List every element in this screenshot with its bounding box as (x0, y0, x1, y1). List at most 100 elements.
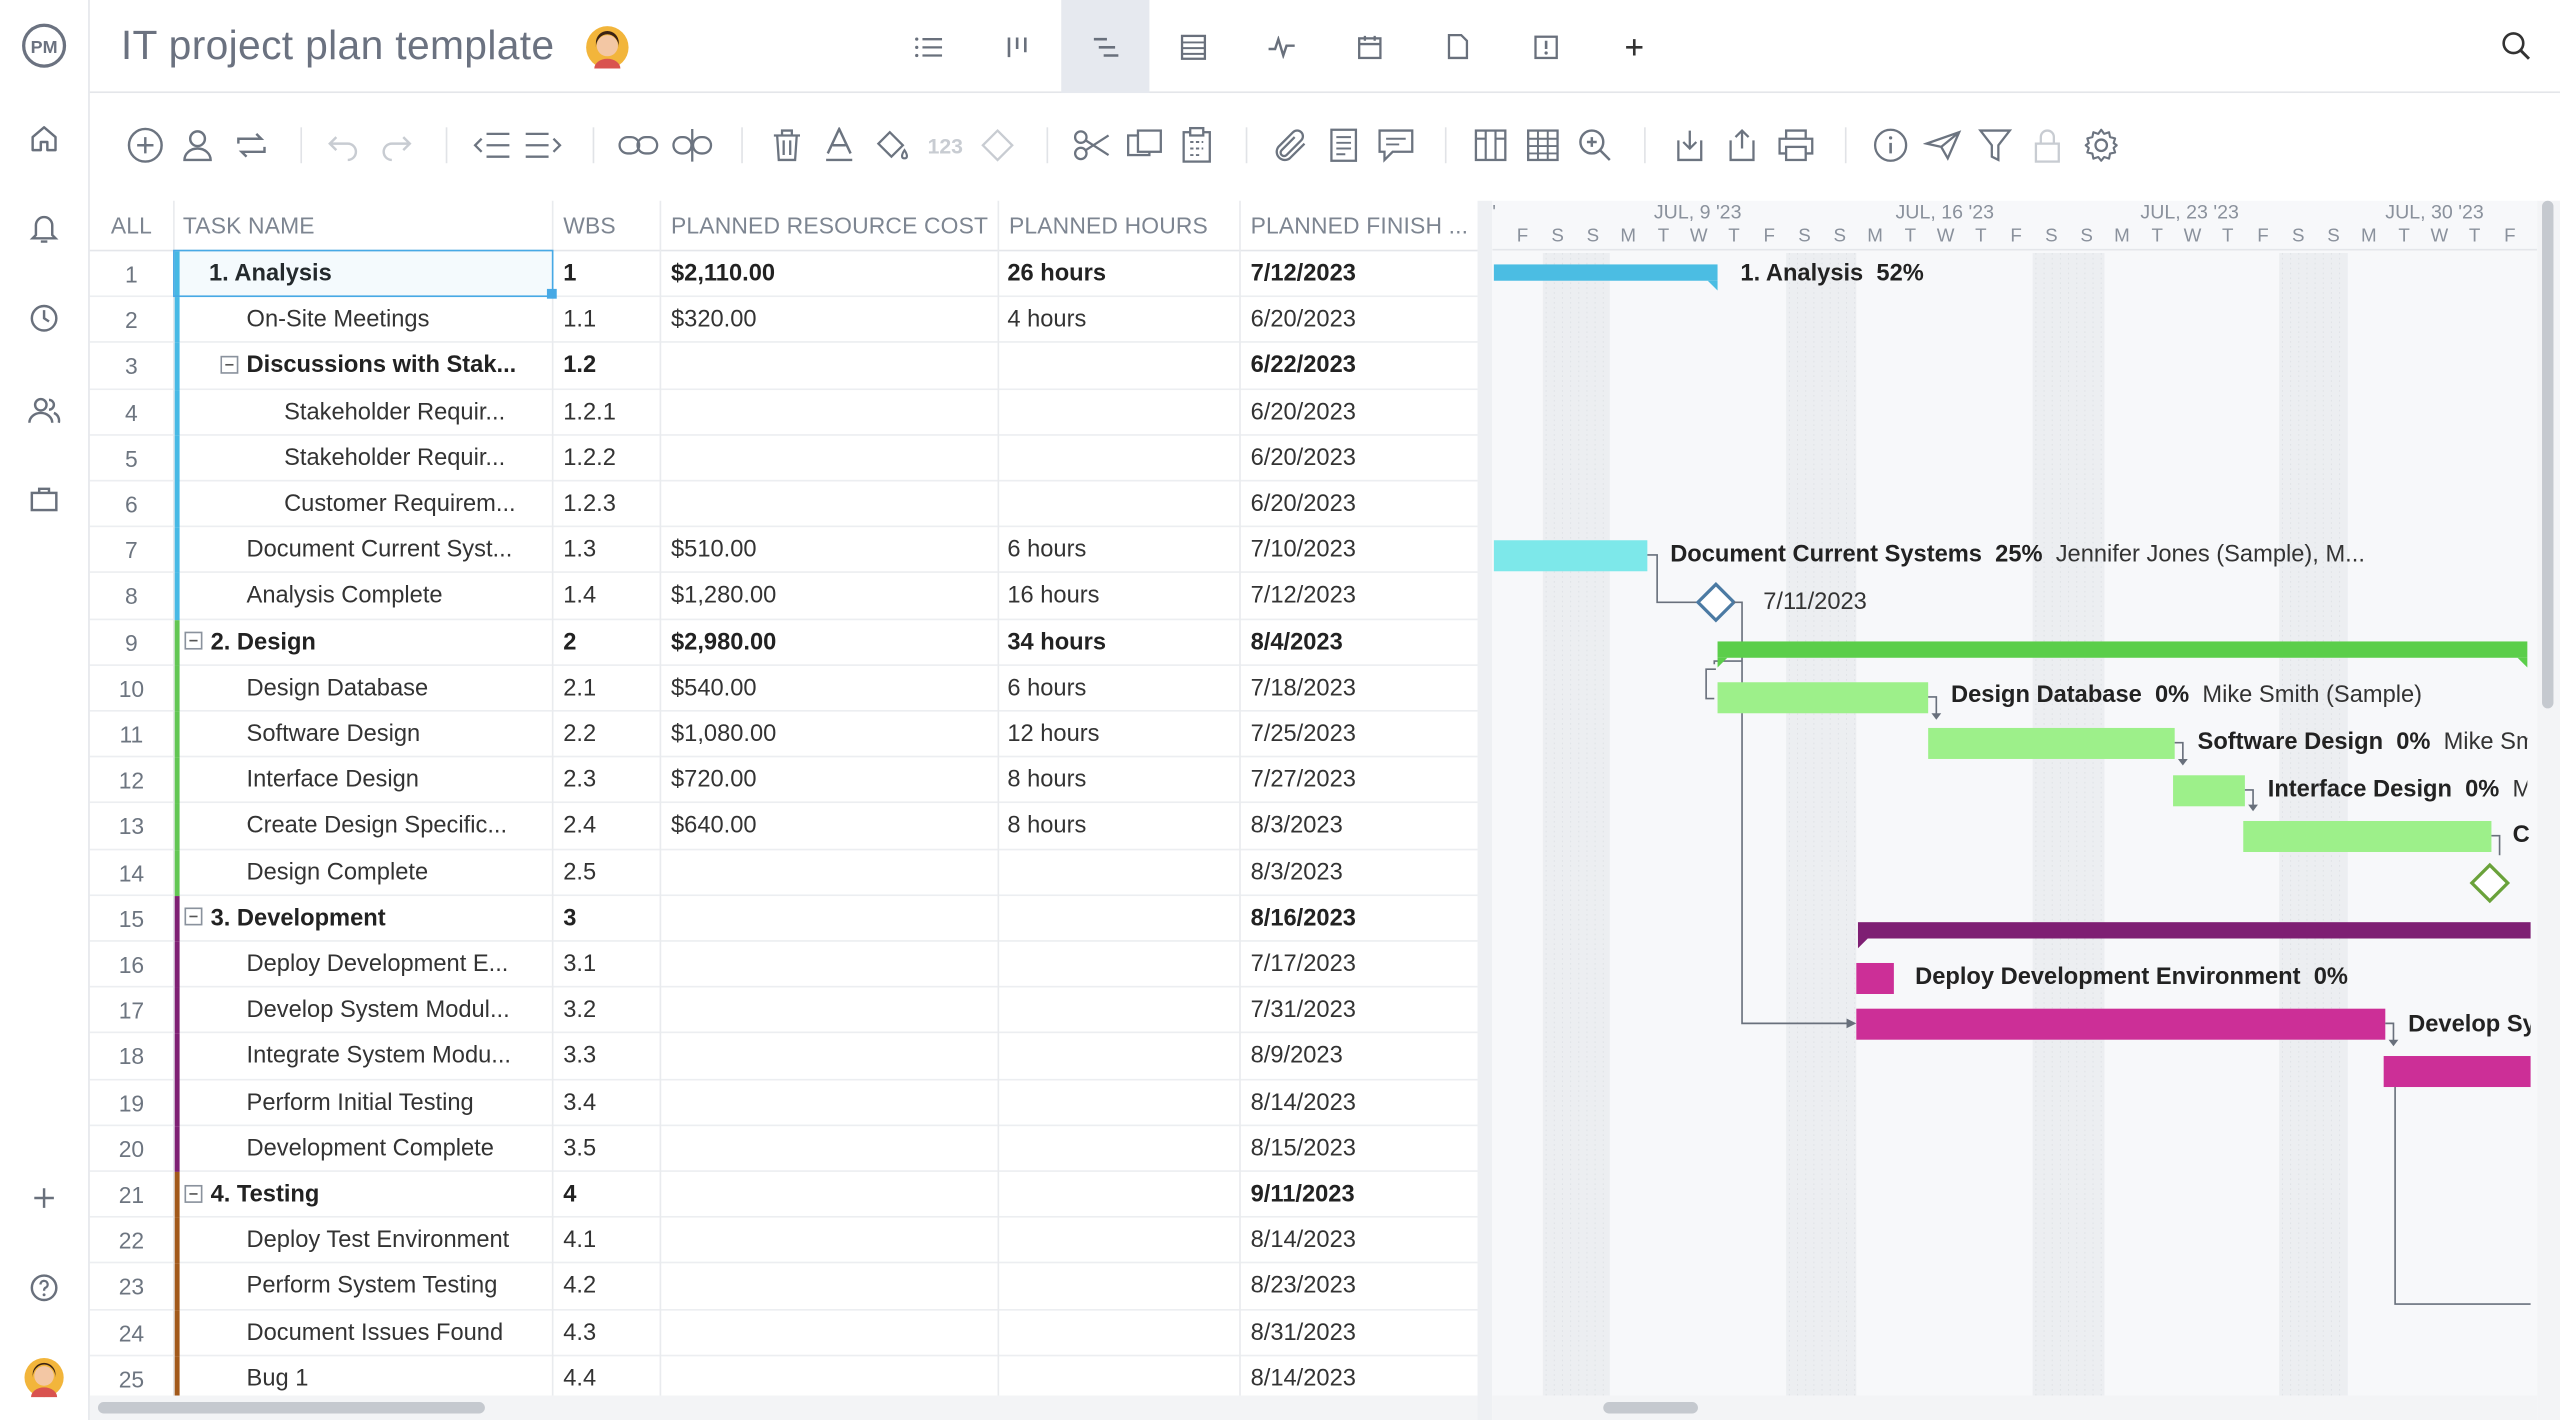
collapse-toggle-icon[interactable] (184, 632, 203, 651)
planned-finish-cell[interactable]: 8/14/2023 (1250, 1365, 1356, 1392)
planned-finish-cell[interactable]: 6/20/2023 (1250, 491, 1356, 518)
planned-hours-cell[interactable] (1007, 1172, 1244, 1218)
cut-icon[interactable] (1069, 119, 1115, 171)
planned-cost-cell[interactable]: $1,280.00 (671, 583, 777, 610)
planned-hours-cell[interactable] (1007, 1264, 1244, 1310)
planned-hours-cell[interactable] (1007, 1126, 1244, 1172)
planned-cost-cell[interactable]: $320.00 (671, 307, 757, 334)
add-task-icon[interactable] (122, 119, 168, 171)
filter-icon[interactable] (1972, 119, 2018, 171)
task-name-cell[interactable]: Bug 1 (247, 1356, 552, 1402)
table-row[interactable]: 17 Develop System Modul... 3.2 7/31/2023 (89, 988, 1478, 1034)
link-icon[interactable] (616, 119, 662, 171)
table-row[interactable]: 20 Development Complete 3.5 8/15/2023 (89, 1126, 1478, 1172)
pm-logo-icon[interactable]: PM (20, 21, 69, 70)
task-name-cell[interactable]: Develop System Modul... (247, 988, 552, 1034)
info-icon[interactable] (1868, 119, 1914, 171)
table-row[interactable]: 8 Analysis Complete 1.4 $1,280.00 16 hours 7/… (89, 574, 1478, 620)
planned-finish-cell[interactable]: 7/27/2023 (1250, 767, 1356, 794)
indent-icon[interactable] (521, 119, 567, 171)
planned-hours-cell[interactable] (1007, 481, 1244, 527)
table-row[interactable]: 24 Document Issues Found 4.3 8/31/2023 (89, 1310, 1478, 1356)
print-icon[interactable] (1773, 119, 1819, 171)
columns-icon[interactable] (1468, 119, 1514, 171)
table-row[interactable]: 14 Design Complete 2.5 8/3/2023 (89, 850, 1478, 896)
planned-hours-cell[interactable] (1007, 1080, 1244, 1126)
vertical-scrollbar[interactable] (2537, 200, 2560, 1420)
people-icon[interactable] (20, 385, 69, 434)
row-number[interactable]: 21 (118, 1181, 145, 1208)
home-icon[interactable] (20, 114, 69, 163)
table-row[interactable]: 12 Interface Design 2.3 $720.00 8 hours 7/27/… (89, 758, 1478, 804)
planned-cost-cell[interactable]: $1,080.00 (671, 721, 777, 748)
row-number[interactable]: 24 (118, 1319, 145, 1346)
task-name-cell[interactable]: Development Complete (247, 1126, 552, 1172)
row-number[interactable]: 9 (125, 629, 138, 656)
table-row[interactable]: 23 Perform System Testing 4.2 8/23/2023 (89, 1264, 1478, 1310)
task-name-cell[interactable]: Stakeholder Requir... (284, 435, 552, 481)
row-number[interactable]: 11 (119, 721, 144, 748)
task-name-cell[interactable]: 2. Design (184, 620, 551, 666)
row-number[interactable]: 5 (125, 445, 138, 472)
planned-resource-cost-header[interactable]: PLANNED RESOURCE COST (671, 212, 989, 239)
wbs-cell[interactable]: 1.2 (563, 353, 597, 380)
table-row[interactable]: 15 3. Development 3 8/16/2023 (89, 896, 1478, 942)
planned-hours-cell[interactable] (1007, 343, 1244, 389)
interface-design-bar[interactable] (2173, 775, 2245, 807)
software-design-bar[interactable] (1928, 727, 2175, 759)
font-color-icon[interactable] (816, 119, 862, 171)
task-name-cell[interactable]: 1. Analysis (209, 251, 552, 297)
assign-user-icon[interactable] (175, 119, 221, 171)
wbs-header[interactable]: WBS (563, 212, 616, 239)
zoom-icon[interactable] (1572, 119, 1618, 171)
planned-hours-cell[interactable]: 8 hours (1007, 767, 1087, 794)
wbs-cell[interactable]: 4.2 (563, 1273, 597, 1300)
task-name-cell[interactable]: Deploy Test Environment (247, 1218, 552, 1264)
fill-color-icon[interactable] (869, 119, 915, 171)
wbs-cell[interactable]: 1.4 (563, 583, 597, 610)
risks-view-icon[interactable] (1502, 0, 1590, 93)
calendar-view-icon[interactable] (1326, 0, 1414, 93)
planned-finish-cell[interactable]: 8/31/2023 (1250, 1319, 1356, 1346)
wbs-cell[interactable]: 2 (563, 629, 577, 656)
planned-cost-cell[interactable] (671, 481, 998, 527)
planned-cost-cell[interactable] (671, 850, 998, 896)
integrate-system-modules-bar[interactable] (2383, 1056, 2531, 1088)
gantt-chart[interactable] (1492, 200, 2538, 1396)
planned-cost-cell[interactable] (671, 1264, 998, 1310)
planned-hours-cell[interactable] (1007, 1034, 1244, 1080)
attachment-icon[interactable] (1269, 119, 1315, 171)
task-name-header[interactable]: TASK NAME (182, 212, 315, 239)
row-number[interactable]: 13 (118, 813, 145, 840)
design-database-bar[interactable] (1717, 682, 1929, 714)
wbs-cell[interactable]: 2.5 (563, 859, 597, 886)
row-number[interactable]: 25 (118, 1365, 145, 1392)
planned-hours-cell[interactable] (1007, 988, 1244, 1034)
planned-hours-cell[interactable]: 12 hours (1007, 721, 1100, 748)
task-name-cell[interactable]: Customer Requirem... (284, 481, 552, 527)
task-name-cell[interactable]: Deploy Development E... (247, 942, 552, 988)
planned-cost-cell[interactable]: $510.00 (671, 537, 757, 564)
gantt-horizontal-scrollbar[interactable] (1492, 1395, 2538, 1420)
row-number[interactable]: 23 (118, 1273, 145, 1300)
task-name-cell[interactable]: Document Issues Found (247, 1310, 552, 1356)
develop-system-modules-bar[interactable] (1856, 1008, 2386, 1040)
sheet-view-icon[interactable] (1149, 0, 1237, 93)
planned-cost-cell[interactable] (671, 1172, 998, 1218)
collapse-toggle-icon[interactable] (184, 1184, 203, 1203)
row-number[interactable]: 14 (118, 859, 145, 886)
planned-cost-cell[interactable] (671, 1310, 998, 1356)
planned-cost-cell[interactable] (671, 896, 998, 942)
send-icon[interactable] (1920, 119, 1966, 171)
notes-icon[interactable] (1321, 119, 1367, 171)
wbs-cell[interactable]: 2.4 (563, 813, 597, 840)
settings-gear-icon[interactable] (2078, 119, 2124, 171)
planned-hours-cell[interactable]: 34 hours (1007, 629, 1107, 656)
task-name-cell[interactable]: Document Current Syst... (247, 528, 552, 574)
wbs-cell[interactable]: 3.2 (563, 997, 597, 1024)
diamond-milestone-icon[interactable] (975, 119, 1021, 171)
planned-hours-cell[interactable] (1007, 1310, 1244, 1356)
analysis-summary-bar[interactable] (1493, 264, 1718, 281)
planned-finish-cell[interactable]: 7/25/2023 (1250, 721, 1356, 748)
planned-finish-cell[interactable]: 7/12/2023 (1250, 583, 1356, 610)
